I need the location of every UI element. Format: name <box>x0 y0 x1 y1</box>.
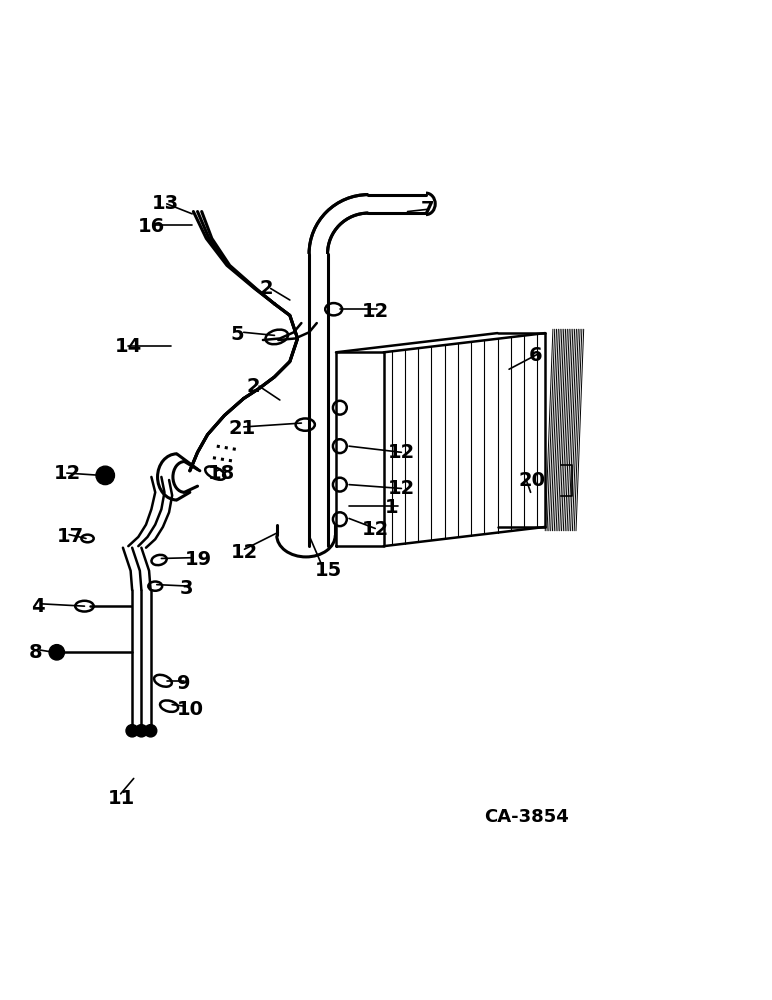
Text: 17: 17 <box>57 527 84 546</box>
Text: 2: 2 <box>259 279 273 298</box>
Text: 11: 11 <box>107 789 135 808</box>
Text: 19: 19 <box>185 550 212 569</box>
Text: 18: 18 <box>208 464 235 483</box>
Text: 8: 8 <box>29 643 42 662</box>
Text: 14: 14 <box>115 337 143 356</box>
Text: 6: 6 <box>528 346 542 365</box>
Text: 12: 12 <box>231 543 258 562</box>
Text: 12: 12 <box>361 302 388 321</box>
Circle shape <box>135 725 147 737</box>
Text: 20: 20 <box>518 471 545 490</box>
Circle shape <box>137 726 146 735</box>
Circle shape <box>144 725 157 737</box>
Text: 2: 2 <box>246 377 259 396</box>
Circle shape <box>144 726 154 735</box>
Text: 9: 9 <box>177 674 190 693</box>
Text: 12: 12 <box>54 464 81 483</box>
Text: 13: 13 <box>151 194 178 213</box>
Text: 16: 16 <box>138 217 165 236</box>
Text: CA-3854: CA-3854 <box>485 808 569 826</box>
Circle shape <box>96 466 114 485</box>
Text: 5: 5 <box>231 325 244 344</box>
Text: 15: 15 <box>315 561 343 580</box>
Text: 10: 10 <box>177 700 204 719</box>
Text: 3: 3 <box>180 579 193 598</box>
Text: 21: 21 <box>229 419 256 438</box>
Text: 12: 12 <box>361 520 388 539</box>
Text: 1: 1 <box>384 498 398 517</box>
Text: 7: 7 <box>421 200 434 219</box>
Text: 12: 12 <box>388 479 415 498</box>
Circle shape <box>129 726 138 735</box>
Circle shape <box>49 645 65 660</box>
Text: 4: 4 <box>31 597 44 616</box>
Text: 12: 12 <box>388 443 415 462</box>
Circle shape <box>126 725 138 737</box>
